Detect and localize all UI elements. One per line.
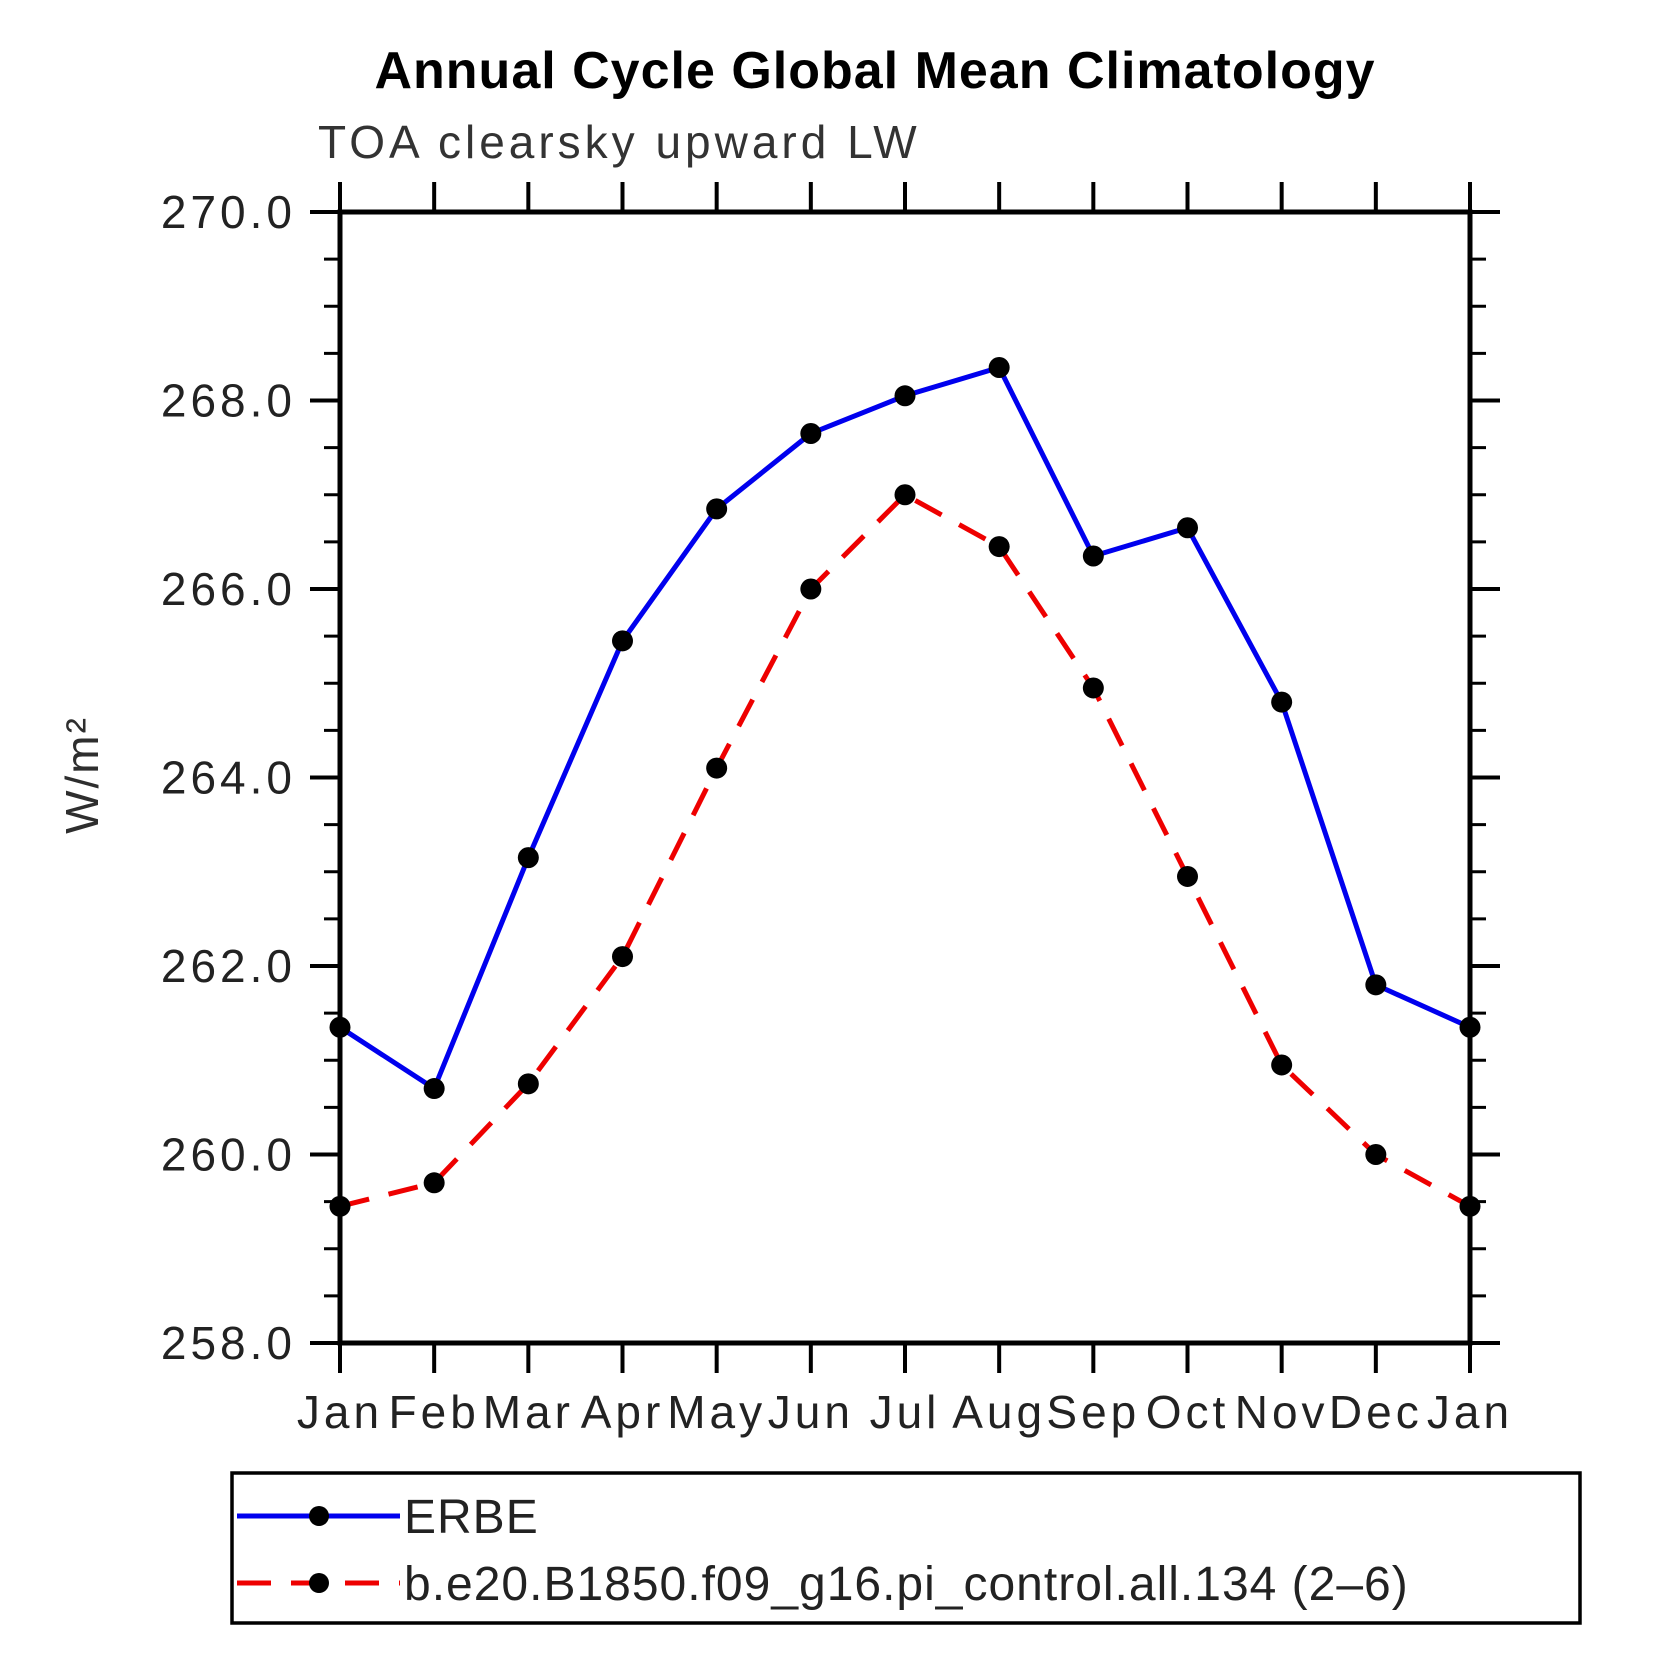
legend-label: b.e20.B1850.f09_g16.pi_control.all.134 (… [404, 1558, 1409, 1611]
legend-box [230, 1471, 1582, 1625]
data-point-marker [1365, 1144, 1387, 1165]
y-tick-label: 266.0 [161, 563, 296, 615]
data-point-marker [1459, 1016, 1481, 1038]
x-tick-label: Jan [1427, 1386, 1513, 1438]
series-line-model [339, 491, 1472, 1209]
data-point-marker [423, 1172, 445, 1194]
data-point-marker [1082, 677, 1104, 699]
y-tick-label: 268.0 [161, 375, 296, 427]
y-tick-label: 264.0 [161, 752, 296, 804]
plot-border [337, 209, 1473, 1346]
data-point-marker [423, 1078, 445, 1100]
data-point-marker [800, 578, 822, 600]
x-tick-label: Nov [1235, 1386, 1329, 1438]
x-tick-label: Sep [1046, 1386, 1140, 1438]
data-series [329, 357, 1481, 1217]
x-tick-label: Dec [1329, 1386, 1423, 1438]
data-point-marker [1271, 691, 1293, 713]
data-point-marker [894, 484, 916, 506]
legend-marker [309, 1506, 329, 1526]
data-point-marker [800, 422, 822, 444]
y-tick-label: 270.0 [161, 186, 296, 238]
x-tick-label: Aug [952, 1386, 1046, 1438]
series-line-erbe [338, 364, 1472, 1093]
data-point-marker [1271, 1054, 1293, 1076]
x-tick-label: Apr [581, 1386, 665, 1438]
plot-frame [337, 209, 1473, 1346]
x-tick-label: Mar [483, 1386, 574, 1438]
data-point-marker [329, 1016, 351, 1038]
y-tick-label: 262.0 [161, 940, 296, 992]
data-point-marker [1459, 1195, 1481, 1217]
x-tick-label: Feb [389, 1386, 480, 1438]
x-tick-label: Jul [870, 1386, 941, 1438]
data-point-marker [706, 498, 728, 520]
legend-marker [309, 1573, 329, 1593]
x-axis-ticks: Jan Feb Mar Apr May Jun Jul Aug Sep Oct Nov Dec Jan [297, 182, 1513, 1438]
y-tick-label: 260.0 [161, 1129, 296, 1181]
x-tick-label: Jan [297, 1386, 383, 1438]
data-point-marker [894, 385, 916, 407]
data-point-marker [988, 536, 1010, 558]
data-point-marker [517, 847, 539, 869]
legend-label: ERBE [404, 1491, 539, 1544]
y-axis-title: W/m² [56, 716, 108, 834]
data-point-marker [706, 757, 728, 779]
data-point-marker [1365, 974, 1387, 996]
data-point-marker [1177, 865, 1198, 887]
x-tick-label: Oct [1146, 1386, 1230, 1438]
chart-subtitle: TOA clearsky upward LW [318, 116, 921, 168]
data-point-marker [517, 1073, 539, 1095]
page-title: Annual Cycle Global Mean Climatology [374, 42, 1375, 100]
data-point-marker [1082, 545, 1104, 567]
x-tick-label: Jun [768, 1386, 854, 1438]
legend: ERBE b.e20.B1850.f09_g16.pi_control.all.1… [230, 1471, 1582, 1625]
data-point-marker [329, 1195, 351, 1217]
y-axis-ticks: 258.0 260.0 262.0 264.0 266.0 268.0 270.0 [161, 186, 1500, 1369]
data-point-marker [612, 630, 633, 652]
data-point-marker [612, 946, 633, 968]
x-tick-label: May [667, 1386, 766, 1438]
data-point-marker [1177, 517, 1198, 539]
data-point-marker [988, 357, 1010, 379]
y-tick-label: 258.0 [161, 1317, 296, 1369]
